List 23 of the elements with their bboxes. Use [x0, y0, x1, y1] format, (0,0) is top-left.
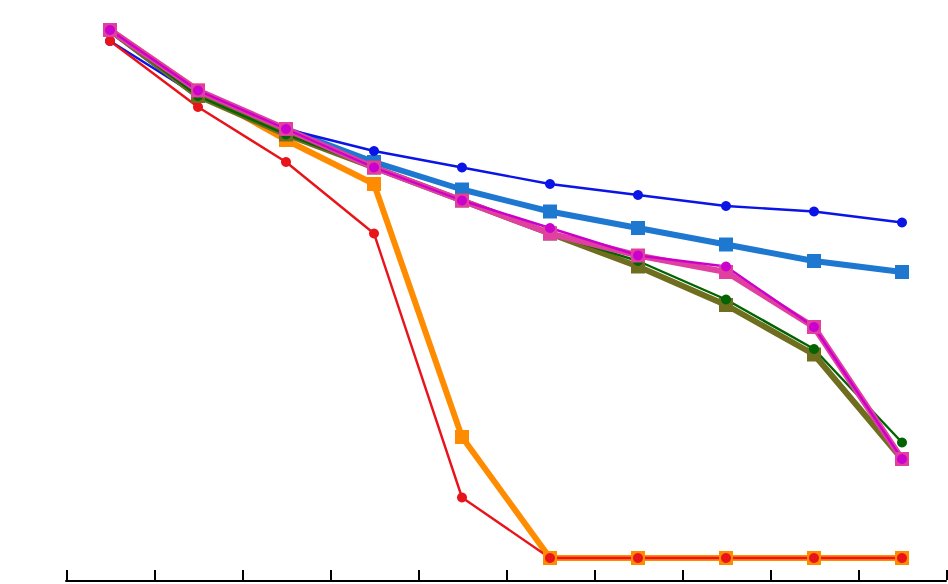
point — [193, 102, 203, 112]
point — [369, 228, 379, 239]
point — [457, 492, 467, 503]
point — [721, 261, 731, 272]
point — [367, 177, 381, 191]
point — [545, 179, 555, 189]
point — [457, 162, 467, 173]
point — [455, 430, 469, 444]
point — [369, 146, 379, 156]
point — [721, 201, 731, 211]
point — [633, 190, 643, 200]
point — [721, 294, 731, 305]
point — [631, 221, 645, 235]
point — [897, 217, 907, 228]
point — [809, 206, 819, 217]
point — [809, 344, 819, 354]
point — [543, 204, 557, 219]
point — [719, 237, 733, 252]
point — [545, 223, 555, 233]
point — [281, 157, 291, 167]
point — [897, 437, 907, 448]
point — [895, 265, 909, 279]
point — [807, 254, 821, 268]
